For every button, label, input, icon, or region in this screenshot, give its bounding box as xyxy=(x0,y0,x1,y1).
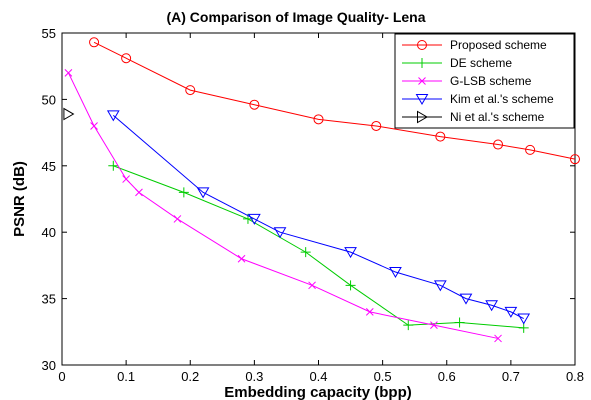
axis-ticks: 0 0.1 0.2 0.3 0.4 0.5 0.6 0.7 0.8 30 35 40 45 50 55 xyxy=(42,26,585,384)
series-line xyxy=(112,114,524,319)
series-line xyxy=(93,41,576,160)
x-tick-label: 0.3 xyxy=(245,369,263,384)
y-tick-label: 35 xyxy=(42,292,56,307)
legend-entry: Proposed scheme xyxy=(402,38,547,52)
legend-marker xyxy=(417,40,427,50)
series-2 xyxy=(64,68,502,343)
x-tick-label: 0.8 xyxy=(566,369,584,384)
data-point xyxy=(430,321,438,330)
data-point xyxy=(389,267,402,279)
data-point xyxy=(494,334,502,343)
data-point xyxy=(122,175,130,183)
series-line xyxy=(113,165,524,329)
x-tick-label: 0.2 xyxy=(181,369,199,384)
data-point xyxy=(371,120,382,131)
data-point xyxy=(435,131,446,142)
y-tick-label: 50 xyxy=(42,92,56,107)
data-point xyxy=(237,254,246,263)
x-tick-label: 0.4 xyxy=(309,369,327,384)
x-tick-label: 0.5 xyxy=(374,369,392,384)
data-point xyxy=(525,144,536,155)
x-tick-label: 0.1 xyxy=(117,369,135,384)
legend: Proposed scheme DE scheme G-LSB scheme Kim … xyxy=(394,33,575,129)
data-point xyxy=(345,280,356,291)
data-point xyxy=(493,139,504,150)
data-point xyxy=(121,53,132,64)
data-point xyxy=(403,320,414,331)
series-3 xyxy=(106,110,531,325)
data-point xyxy=(433,280,447,292)
legend-marker xyxy=(418,77,426,85)
legend-marker xyxy=(417,110,428,124)
x-tick-label: 0.6 xyxy=(438,369,456,384)
chart-title: (A) Comparison of Image Quality- Lena xyxy=(166,9,425,25)
y-tick-label: 45 xyxy=(42,159,56,174)
legend-label: Proposed scheme xyxy=(450,38,547,52)
legend-marker xyxy=(417,58,427,68)
y-axis-label: PSNR (dB) xyxy=(11,161,28,237)
data-point xyxy=(365,308,374,316)
series-4 xyxy=(63,107,75,121)
data-point xyxy=(248,213,261,225)
legend-label: Ni et al.'s scheme xyxy=(450,110,545,124)
legend-entry: DE scheme xyxy=(402,56,512,70)
legend-label: Kim et al.'s scheme xyxy=(450,92,554,106)
data-point xyxy=(64,68,73,77)
data-point xyxy=(459,293,473,305)
legend-marker xyxy=(415,94,429,105)
y-tick-label: 30 xyxy=(42,358,56,373)
data-point xyxy=(106,110,120,122)
x-tick-label: 0.7 xyxy=(502,369,520,384)
y-tick-label: 55 xyxy=(42,26,56,41)
series-layer xyxy=(63,37,580,343)
data-point xyxy=(178,187,189,198)
data-point xyxy=(173,215,182,223)
data-point xyxy=(517,313,531,325)
data-point xyxy=(485,300,499,312)
x-tick-label: 0 xyxy=(58,369,65,384)
legend-label: G-LSB scheme xyxy=(450,74,532,88)
legend-entry: Kim et al.'s scheme xyxy=(402,92,554,106)
data-point xyxy=(300,247,311,258)
series-line xyxy=(67,72,499,339)
data-point xyxy=(344,247,357,259)
data-point xyxy=(308,281,316,290)
data-point xyxy=(108,160,119,171)
data-point xyxy=(570,154,580,165)
data-point xyxy=(89,37,100,48)
y-tick-label: 40 xyxy=(42,225,56,240)
legend-entry: G-LSB scheme xyxy=(402,74,532,88)
data-point xyxy=(135,188,143,197)
data-point xyxy=(196,187,210,199)
data-point xyxy=(273,227,287,239)
data-point xyxy=(313,114,324,125)
legend-entry: Ni et al.'s scheme xyxy=(402,110,545,124)
series-1 xyxy=(108,160,529,333)
legend-label: DE scheme xyxy=(450,56,512,70)
data-point xyxy=(185,85,196,96)
data-point xyxy=(90,122,98,130)
x-axis-label: Embedding capacity (bpp) xyxy=(224,384,412,400)
data-point xyxy=(249,99,260,110)
data-point xyxy=(504,306,518,318)
series-0 xyxy=(89,37,580,165)
data-point xyxy=(454,317,465,328)
data-point xyxy=(63,107,75,121)
